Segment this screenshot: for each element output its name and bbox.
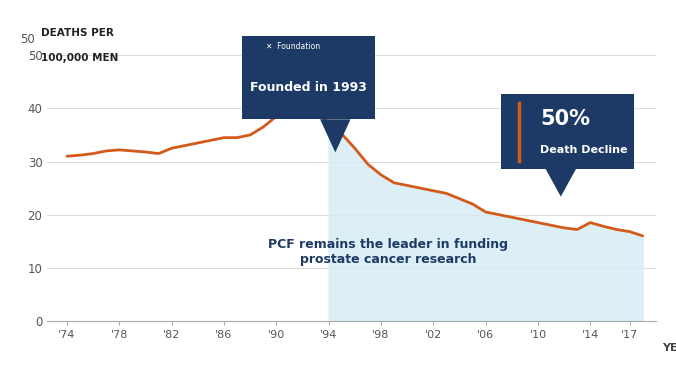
FancyBboxPatch shape: [500, 94, 634, 169]
Text: DEATHS PER: DEATHS PER: [41, 28, 114, 38]
Text: 100,000 MEN: 100,000 MEN: [41, 53, 118, 63]
Text: Founded in 1993: Founded in 1993: [250, 81, 367, 94]
Text: YEAR: YEAR: [662, 343, 676, 353]
Text: 50%: 50%: [540, 109, 590, 129]
Text: Death Decline: Death Decline: [540, 145, 627, 155]
Polygon shape: [546, 169, 576, 197]
Text: PCF remains the leader in funding
prostate cancer research: PCF remains the leader in funding prosta…: [268, 238, 508, 266]
FancyBboxPatch shape: [241, 37, 375, 119]
Text: ✕  Foundation: ✕ Foundation: [266, 42, 320, 51]
Polygon shape: [320, 119, 351, 153]
Text: 50: 50: [20, 33, 34, 46]
